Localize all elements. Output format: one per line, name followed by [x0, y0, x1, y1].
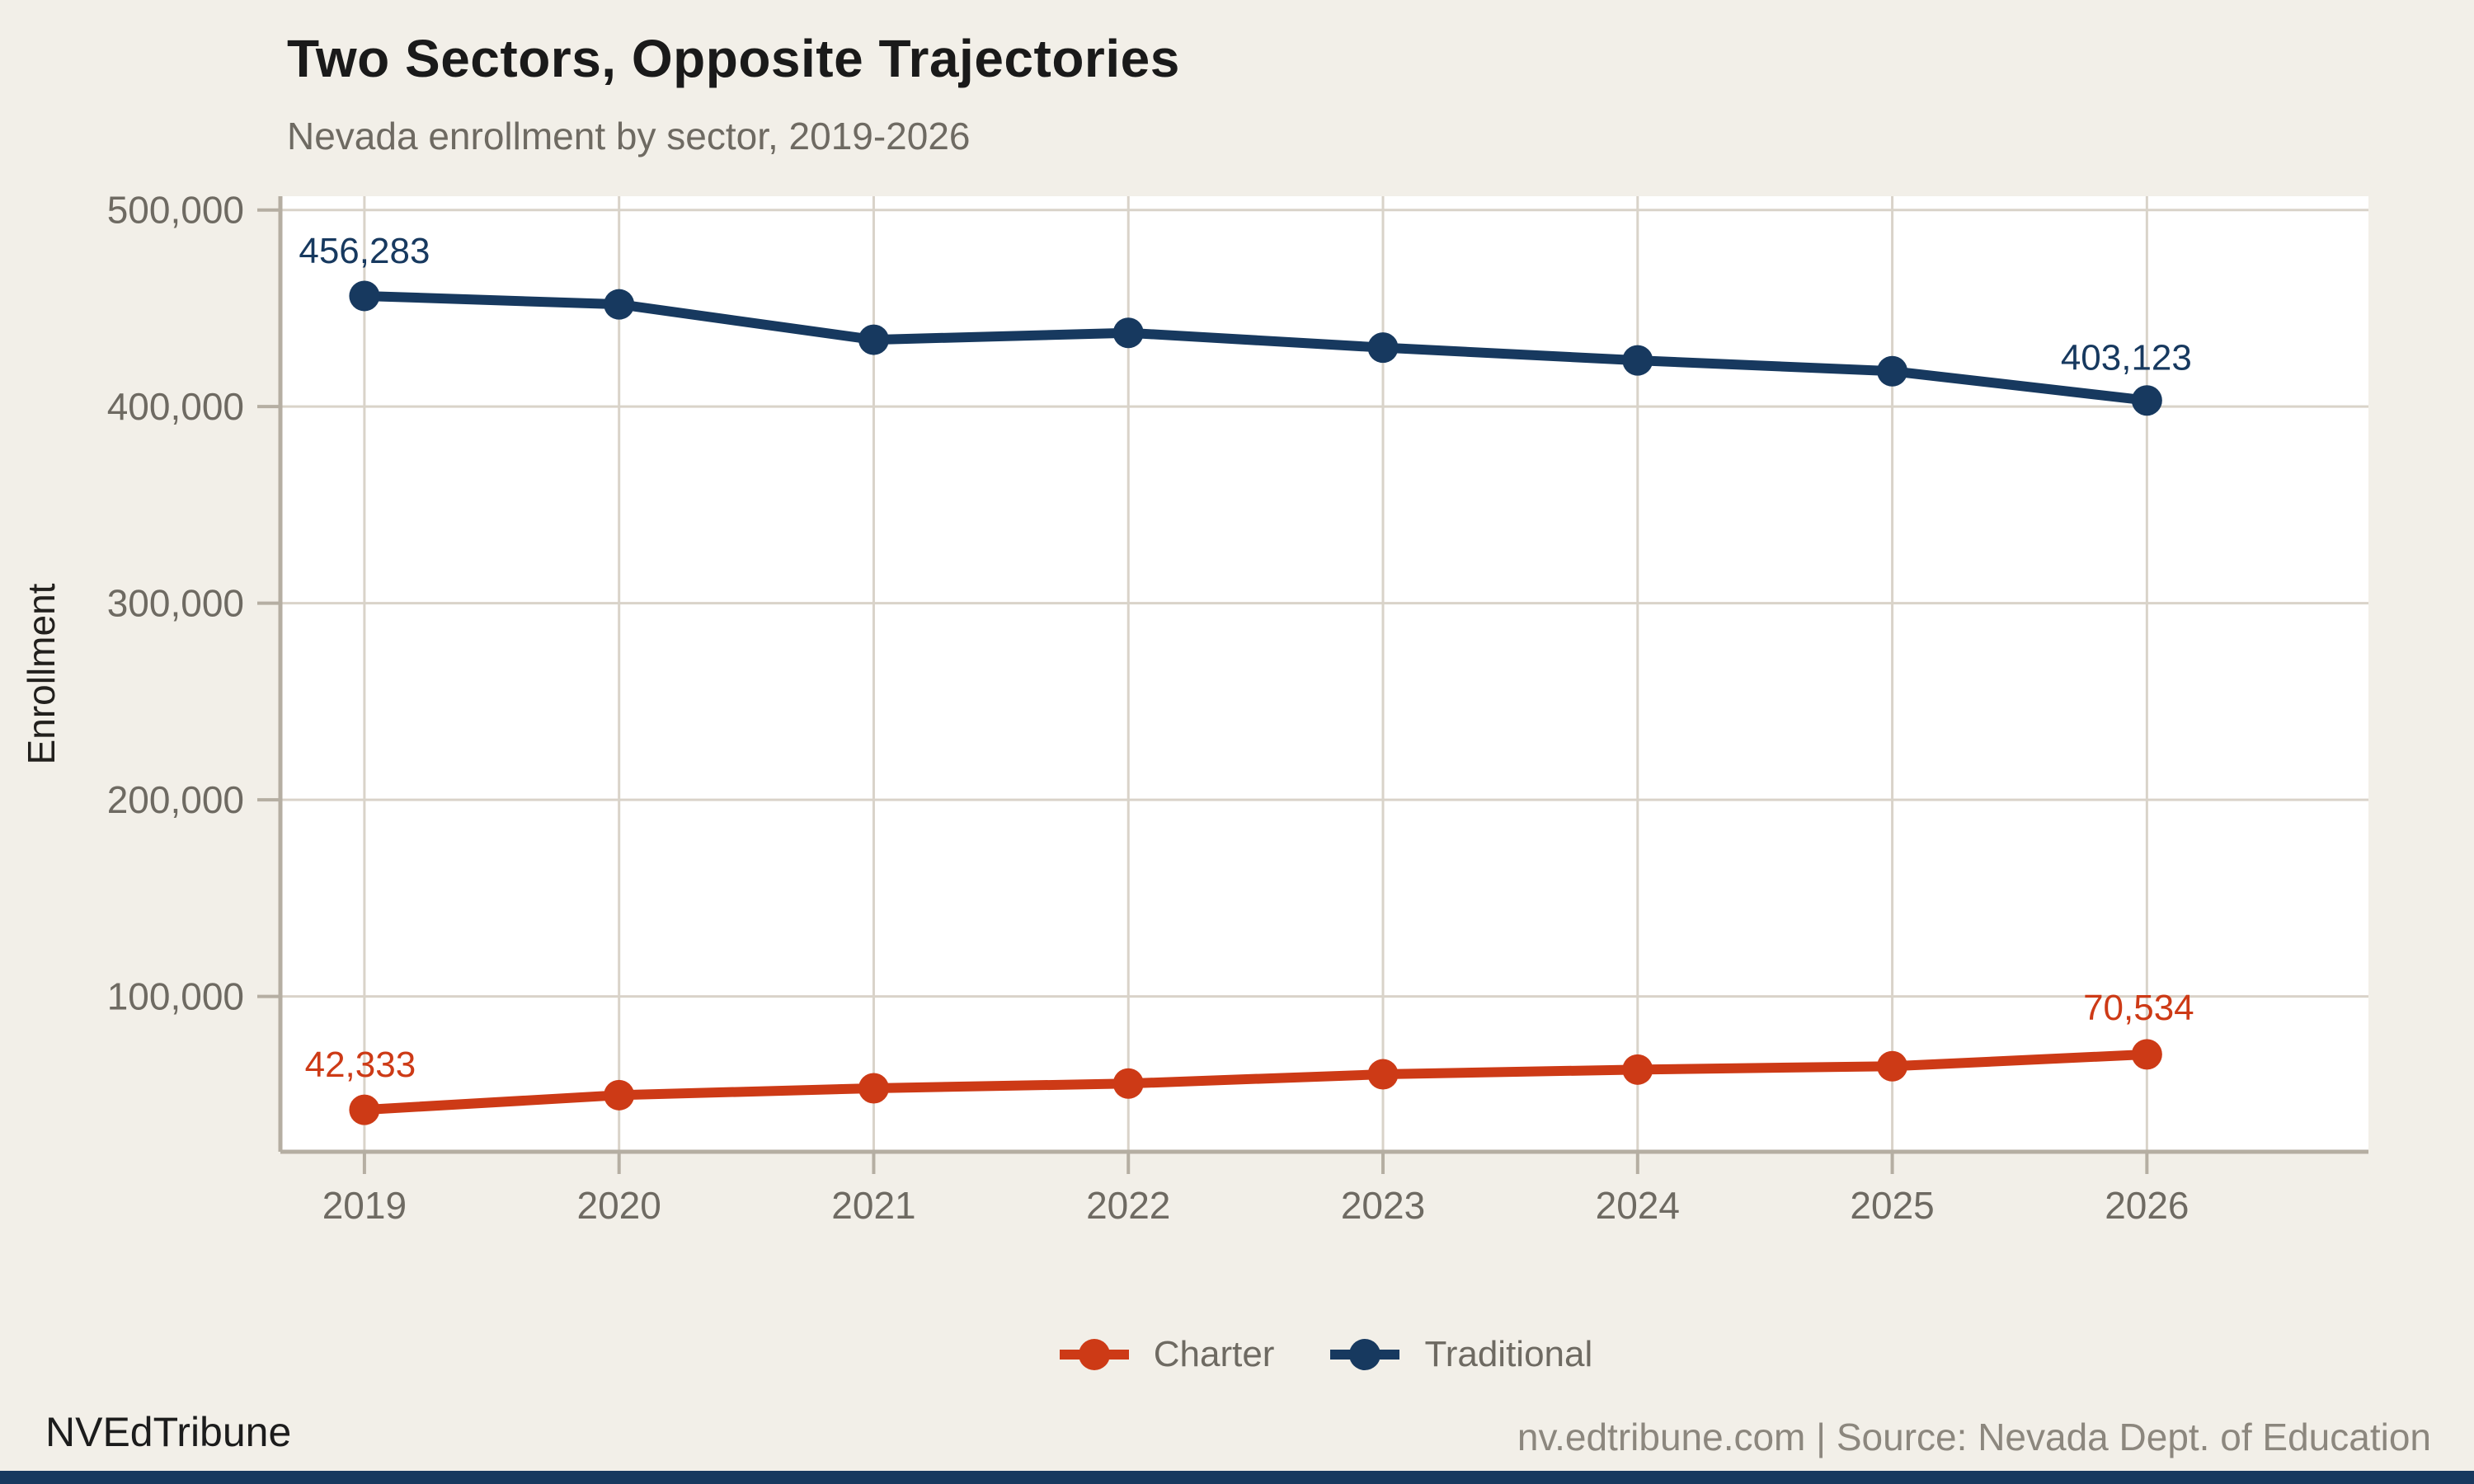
point-traditional-2023	[1367, 332, 1399, 364]
y-tick-label: 200,000	[107, 778, 244, 821]
x-tick-label: 2021	[831, 1184, 915, 1227]
point-charter-2025	[1877, 1050, 1908, 1082]
y-tick-label: 500,000	[107, 189, 244, 232]
point-charter-2019	[349, 1094, 380, 1125]
brand-bottom-bar	[0, 1471, 2474, 1484]
x-tick-label: 2025	[1850, 1184, 1934, 1227]
y-tick-label: 300,000	[107, 582, 244, 625]
plot-panel	[280, 196, 2368, 1152]
data-label-traditional: 403,123	[2061, 338, 2192, 378]
source-text: nv.edtribune.com | Source: Nevada Dept. …	[1517, 1416, 2431, 1458]
point-charter-2024	[1622, 1054, 1653, 1085]
chart-title: Two Sectors, Opposite Trajectories	[287, 29, 1180, 88]
point-charter-2023	[1367, 1059, 1399, 1090]
point-charter-2022	[1112, 1068, 1144, 1099]
x-tick-label: 2022	[1086, 1184, 1170, 1227]
chart-subtitle: Nevada enrollment by sector, 2019-2026	[287, 115, 971, 157]
x-tick-label: 2026	[2105, 1184, 2189, 1227]
legend-key-icon	[1059, 1339, 1129, 1370]
x-tick-label: 2019	[322, 1184, 407, 1227]
point-traditional-2021	[858, 324, 889, 355]
point-traditional-2022	[1112, 317, 1144, 349]
x-tick-label: 2024	[1596, 1184, 1680, 1227]
y-tick-label: 400,000	[107, 385, 244, 428]
point-traditional-2019	[349, 280, 380, 312]
point-traditional-2026	[2131, 385, 2162, 416]
point-charter-2020	[604, 1079, 635, 1111]
chart-legend: Charter Traditional	[280, 1329, 2368, 1380]
data-label-charter: 70,534	[2083, 988, 2194, 1028]
legend-item-traditional: Traditional	[1327, 1329, 1592, 1380]
legend-label: Charter	[1153, 1334, 1275, 1374]
data-label-charter: 42,333	[305, 1045, 416, 1085]
x-tick-label: 2020	[577, 1184, 661, 1227]
point-charter-2021	[858, 1073, 889, 1104]
y-axis-title: Enrollment	[20, 583, 63, 764]
x-tick-label: 2023	[1341, 1184, 1425, 1227]
point-traditional-2020	[604, 289, 635, 320]
point-charter-2026	[2131, 1039, 2162, 1070]
point-traditional-2024	[1622, 345, 1653, 376]
brand-text: NVEdTribune	[45, 1409, 292, 1455]
legend-key-icon	[1330, 1339, 1400, 1370]
legend-label: Traditional	[1424, 1334, 1593, 1374]
legend-item-charter: Charter	[1056, 1329, 1275, 1380]
data-label-traditional: 456,283	[299, 231, 430, 271]
series-line-charter	[359, 1049, 2152, 1115]
series-line-traditional	[359, 290, 2152, 406]
y-tick-label: 100,000	[107, 975, 244, 1018]
point-traditional-2025	[1877, 355, 1908, 387]
